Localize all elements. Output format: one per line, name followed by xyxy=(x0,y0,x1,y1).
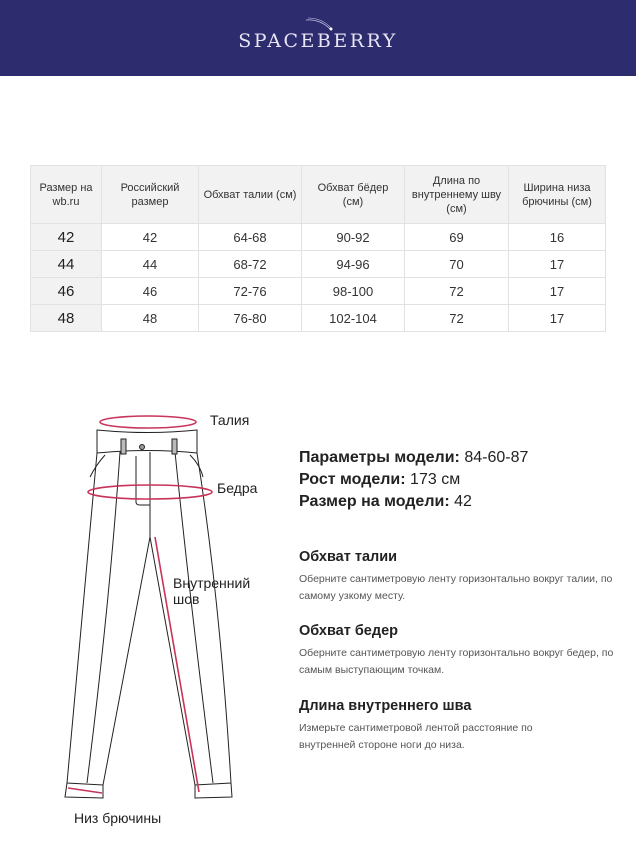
size-value: 42 xyxy=(454,493,472,510)
measurement-lines xyxy=(67,415,213,794)
table-cell: 94-96 xyxy=(301,250,405,278)
pants-outline xyxy=(64,429,233,799)
table-cell: 72 xyxy=(404,277,509,305)
table-cell: 44 xyxy=(101,250,199,278)
hips-measure xyxy=(87,484,213,500)
table-cell: 42 xyxy=(101,223,199,251)
section-inseam: Длина внутреннего шва Измерьте сантиметро… xyxy=(299,698,539,754)
table-cell: 17 xyxy=(508,277,606,305)
table-cell: 72-76 xyxy=(198,277,302,305)
params-value: 84-60-87 xyxy=(464,449,529,466)
table-row: 48 48 76-80 102-104 72 17 xyxy=(30,304,606,332)
section-title: Обхват талии xyxy=(299,549,398,565)
col-header: Обхват талии (см) xyxy=(198,165,302,224)
col-header: Длина по внутреннему шву (см) xyxy=(404,165,509,224)
section-text: Измерьте сантиметровой лентой расстояние… xyxy=(299,722,533,751)
table-row: 46 46 72-76 98-100 72 17 xyxy=(30,277,606,305)
label-inseam-line1: Внутренний xyxy=(173,575,251,591)
col-header: Обхват бёдер (см) xyxy=(301,165,405,224)
table-cell: 102-104 xyxy=(301,304,405,332)
size-table: Размер на wb.ru Российский размер Обхват… xyxy=(30,165,606,332)
label-hem: Низ брючины xyxy=(74,810,162,826)
table-cell: 76-80 xyxy=(198,304,302,332)
table-cell: 17 xyxy=(508,250,606,278)
table-cell: 48 xyxy=(30,304,102,332)
inseam-measure xyxy=(154,536,200,793)
table-header-row: Размер на wb.ru Российский размер Обхват… xyxy=(30,165,606,224)
section-text: Оберните сантиметровую ленту горизонталь… xyxy=(299,573,613,602)
table-cell: 64-68 xyxy=(198,223,302,251)
label-inseam-line2: шов xyxy=(173,591,200,607)
section-waist: Обхват талии Оберните сантиметровую ленту… xyxy=(299,549,619,605)
shooting-star-icon xyxy=(306,17,333,31)
label-inseam: Внутренний шов xyxy=(173,575,250,607)
table-cell: 69 xyxy=(404,223,509,251)
section-text: Оберните сантиметровую ленту горизонталь… xyxy=(299,647,614,676)
table-row: 44 44 68-72 94-96 70 17 xyxy=(30,250,606,278)
table-cell: 90-92 xyxy=(301,223,405,251)
hem-measure xyxy=(67,787,103,794)
model-params: Параметры модели: 84-60-87 Рост модели: … xyxy=(299,447,528,513)
table-cell: 48 xyxy=(101,304,199,332)
table-cell: 44 xyxy=(30,250,102,278)
section-title: Длина внутреннего шва xyxy=(299,698,472,714)
header-banner: SPACEBERRY xyxy=(0,0,636,76)
table-cell: 46 xyxy=(30,277,102,305)
height-value: 173 см xyxy=(410,471,461,488)
waist-measure xyxy=(99,415,197,429)
table-cell: 16 xyxy=(508,223,606,251)
brand-logo: SPACEBERRY xyxy=(238,17,398,52)
col-header: Ширина низа брючины (см) xyxy=(508,165,606,224)
table-cell: 42 xyxy=(30,223,102,251)
params-label: Параметры модели: xyxy=(299,449,460,466)
section-title: Обхват бедер xyxy=(299,623,399,639)
table-cell: 72 xyxy=(404,304,509,332)
section-hips: Обхват бедер Оберните сантиметровую ленту… xyxy=(299,623,619,679)
table-cell: 46 xyxy=(101,277,199,305)
size-label: Размер на модели: xyxy=(299,493,450,510)
col-header: Российский размер xyxy=(101,165,199,224)
table-cell: 68-72 xyxy=(198,250,302,278)
pants-diagram xyxy=(64,415,233,799)
table-row: 42 42 64-68 90-92 69 16 xyxy=(30,223,606,251)
label-waist: Талия xyxy=(210,412,250,428)
label-hips: Бедра xyxy=(217,480,258,496)
height-label: Рост модели: xyxy=(299,471,406,488)
table-cell: 98-100 xyxy=(301,277,405,305)
col-header: Размер на wb.ru xyxy=(30,165,102,224)
brand-name: SPACEBERRY xyxy=(238,30,398,52)
table-cell: 70 xyxy=(404,250,509,278)
table-cell: 17 xyxy=(508,304,606,332)
